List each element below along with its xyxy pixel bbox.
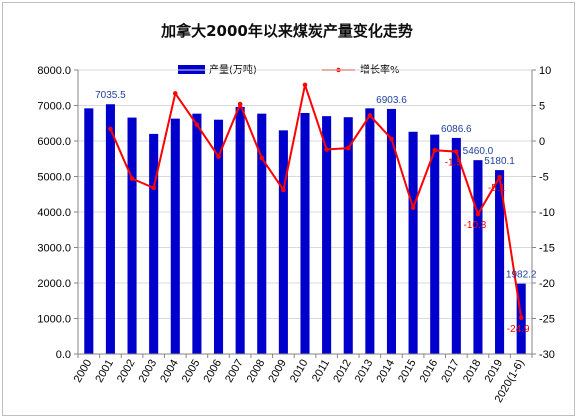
left-tick-label: 4000.0 bbox=[37, 207, 71, 219]
bar-value-label: 6086.6 bbox=[441, 124, 472, 135]
right-tick-label: -5 bbox=[539, 172, 549, 184]
right-tick-label: -20 bbox=[539, 278, 555, 290]
bar bbox=[473, 160, 483, 354]
x-tick-label: 2003 bbox=[137, 358, 160, 385]
x-tick-label: 2004 bbox=[158, 358, 181, 385]
line-value-label: -5.1 bbox=[488, 183, 506, 194]
line-value-label: -1.5 bbox=[445, 158, 463, 169]
left-tick-label: 5000.0 bbox=[37, 172, 71, 184]
right-tick-label: -10 bbox=[539, 207, 555, 219]
bar-value-label: 5460.0 bbox=[463, 146, 494, 157]
bar bbox=[192, 113, 202, 354]
growth-rate-point bbox=[475, 211, 481, 217]
x-tick-label: 2000 bbox=[72, 358, 95, 385]
bar bbox=[451, 137, 461, 354]
bar-series bbox=[84, 104, 526, 355]
growth-rate-point bbox=[410, 205, 416, 211]
bar bbox=[430, 134, 440, 354]
bar bbox=[300, 112, 310, 354]
left-tick-label: 8000.0 bbox=[37, 65, 71, 77]
line-value-label: -10.3 bbox=[464, 220, 487, 231]
bar bbox=[365, 108, 375, 354]
x-tick-label: 2014 bbox=[374, 358, 397, 385]
x-tick-label: 2015 bbox=[396, 358, 419, 385]
right-tick-label: -30 bbox=[539, 349, 555, 361]
growth-rate-point bbox=[194, 122, 200, 127]
bar-value-label: 6903.6 bbox=[376, 95, 407, 106]
x-tick-label: 2013 bbox=[353, 358, 376, 385]
bar bbox=[235, 106, 245, 354]
growth-rate-point bbox=[389, 136, 394, 142]
growth-rate-point bbox=[281, 187, 286, 193]
growth-rate-line bbox=[109, 83, 523, 318]
growth-rate-point bbox=[129, 176, 135, 181]
right-tick-label: 10 bbox=[539, 65, 551, 77]
x-tick-label: 2006 bbox=[201, 358, 224, 385]
growth-rate-point bbox=[237, 101, 243, 107]
x-tick-label: 2017 bbox=[439, 358, 462, 385]
right-tick-label: -25 bbox=[539, 314, 555, 326]
x-tick-label: 2001 bbox=[93, 358, 116, 385]
growth-rate-point bbox=[345, 145, 351, 151]
line-series bbox=[108, 82, 524, 321]
left-tick-label: 1000.0 bbox=[37, 314, 71, 326]
bar-value-label: 1982.2 bbox=[506, 270, 537, 281]
bar bbox=[170, 118, 180, 354]
growth-rate-point bbox=[497, 174, 502, 180]
x-tick-label: 2010 bbox=[288, 358, 311, 385]
chart-title: 加拿大2000年以来煤炭产量变化走势 bbox=[160, 22, 413, 40]
growth-rate-point bbox=[172, 91, 178, 96]
line-value-label: -24.9 bbox=[507, 324, 530, 335]
x-tick-label: 2002 bbox=[115, 358, 138, 385]
left-tick-label: 6000.0 bbox=[37, 136, 71, 148]
x-tick-label: 2012 bbox=[331, 358, 354, 385]
growth-rate-point bbox=[454, 149, 459, 154]
right-tick-label: 0 bbox=[539, 136, 545, 148]
growth-rate-point bbox=[432, 147, 438, 153]
x-tick-label: 2011 bbox=[310, 358, 332, 384]
bar bbox=[322, 116, 332, 355]
bar bbox=[105, 104, 115, 355]
bar bbox=[127, 117, 137, 354]
bar bbox=[213, 119, 224, 354]
left-tick-label: 0.0 bbox=[56, 349, 71, 361]
bar-value-label: 5180.1 bbox=[484, 156, 515, 167]
bar bbox=[386, 108, 397, 354]
left-axis: 0.0 1000.0 2000.0 3000.0 4000.0 5000.0 6000.0 7… bbox=[37, 65, 79, 361]
growth-rate-point bbox=[324, 147, 329, 152]
x-tick-label: 2005 bbox=[180, 358, 203, 385]
bar bbox=[84, 108, 94, 354]
bar bbox=[278, 130, 288, 354]
left-tick-label: 7000.0 bbox=[37, 101, 71, 113]
right-axis: -30 -25 -20 -15 -10 -5 0 5 10 bbox=[531, 65, 555, 361]
growth-rate-point bbox=[108, 126, 113, 132]
x-tick-label: 2007 bbox=[223, 358, 246, 385]
growth-rate-point bbox=[259, 155, 265, 161]
right-tick-label: 5 bbox=[539, 101, 545, 113]
bar bbox=[149, 133, 159, 354]
x-tick-label: 2009 bbox=[266, 358, 289, 385]
x-tick-label: 2008 bbox=[245, 358, 268, 385]
growth-rate-point bbox=[216, 154, 221, 159]
bar-value-label: 7035.5 bbox=[95, 90, 126, 101]
x-tick-label: 2016 bbox=[418, 358, 441, 385]
growth-rate-point bbox=[367, 113, 373, 118]
x-tick-label: 2018 bbox=[461, 358, 484, 385]
bar bbox=[343, 117, 353, 354]
growth-rate-point bbox=[151, 185, 156, 191]
bar bbox=[408, 131, 418, 354]
bar bbox=[257, 113, 267, 354]
x-tick-label: 2019 bbox=[483, 357, 506, 384]
bar bbox=[495, 170, 505, 354]
left-tick-label: 2000.0 bbox=[37, 278, 71, 290]
growth-rate-point bbox=[302, 82, 308, 88]
left-tick-label: 3000.0 bbox=[37, 243, 71, 255]
x-axis: 2000200120022003200420052006200720082009… bbox=[72, 353, 533, 405]
right-tick-label: -15 bbox=[539, 243, 555, 255]
growth-rate-point bbox=[518, 315, 524, 321]
